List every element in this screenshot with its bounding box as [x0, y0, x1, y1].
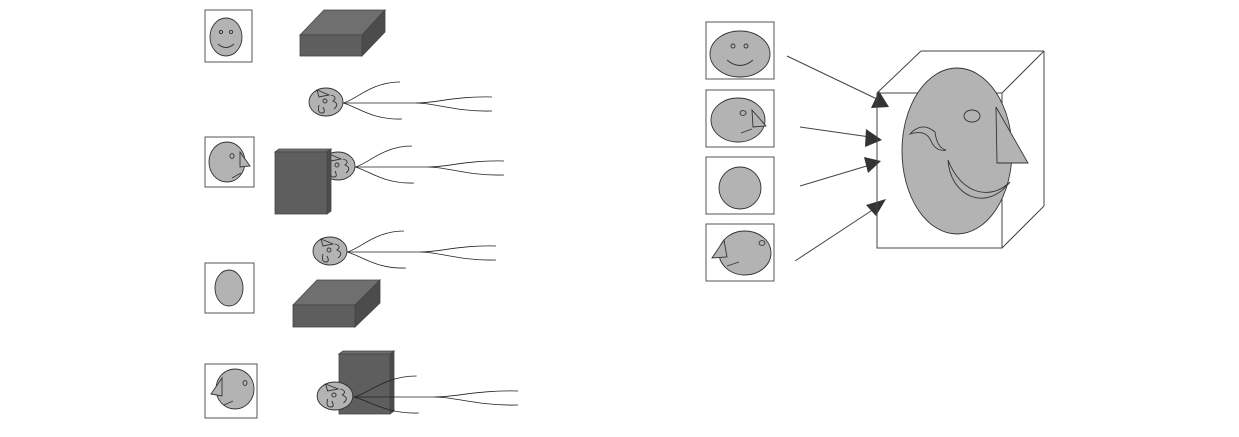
eye-icon: [963, 109, 981, 123]
ear-icon: [908, 126, 947, 151]
cube-composite-face-icon: [876, 50, 1045, 249]
face-profile-right-icon: [710, 97, 767, 143]
thumbnail-back-of-head: [204, 262, 255, 314]
thumbnail-front-face: [204, 9, 253, 63]
arrow-back-to-cube: [799, 157, 881, 187]
face-profile-left-icon: [210, 368, 255, 410]
flat-block-icon: [299, 8, 386, 57]
left-panel: [204, 8, 519, 419]
arrow-profile-right-to-cube: [799, 126, 882, 147]
view-profile-left: [705, 223, 775, 282]
arrowhead-icon: [866, 199, 886, 216]
head-with-wires-icon: [308, 81, 493, 120]
face-profile-right-icon: [208, 141, 251, 183]
mouth-icon: [947, 159, 1011, 199]
arrow-front-to-cube: [786, 55, 889, 108]
thumbnail-profile-right: [204, 136, 255, 188]
arrow-profile-left-to-cube: [794, 199, 886, 262]
head-with-wires-icon: [320, 145, 505, 184]
face-back-icon: [718, 166, 762, 210]
view-front: [705, 21, 775, 80]
arrowhead-icon: [865, 129, 882, 147]
face-back-icon: [214, 269, 244, 307]
nose-icon: [995, 106, 1029, 164]
face-front-icon: [209, 17, 243, 57]
flat-block-icon: [292, 279, 381, 328]
arrowhead-icon: [871, 91, 889, 108]
face-profile-left-icon: [711, 230, 772, 276]
arrowhead-icon: [864, 157, 881, 173]
view-profile-right: [705, 89, 775, 148]
face-front-icon: [709, 30, 771, 78]
head-with-wires-icon: [312, 230, 497, 269]
view-back: [705, 156, 775, 215]
right-panel: [705, 21, 1045, 282]
thumbnail-profile-left: [204, 363, 258, 419]
composite-face: [901, 67, 1029, 235]
tall-block-icon: [273, 148, 333, 215]
